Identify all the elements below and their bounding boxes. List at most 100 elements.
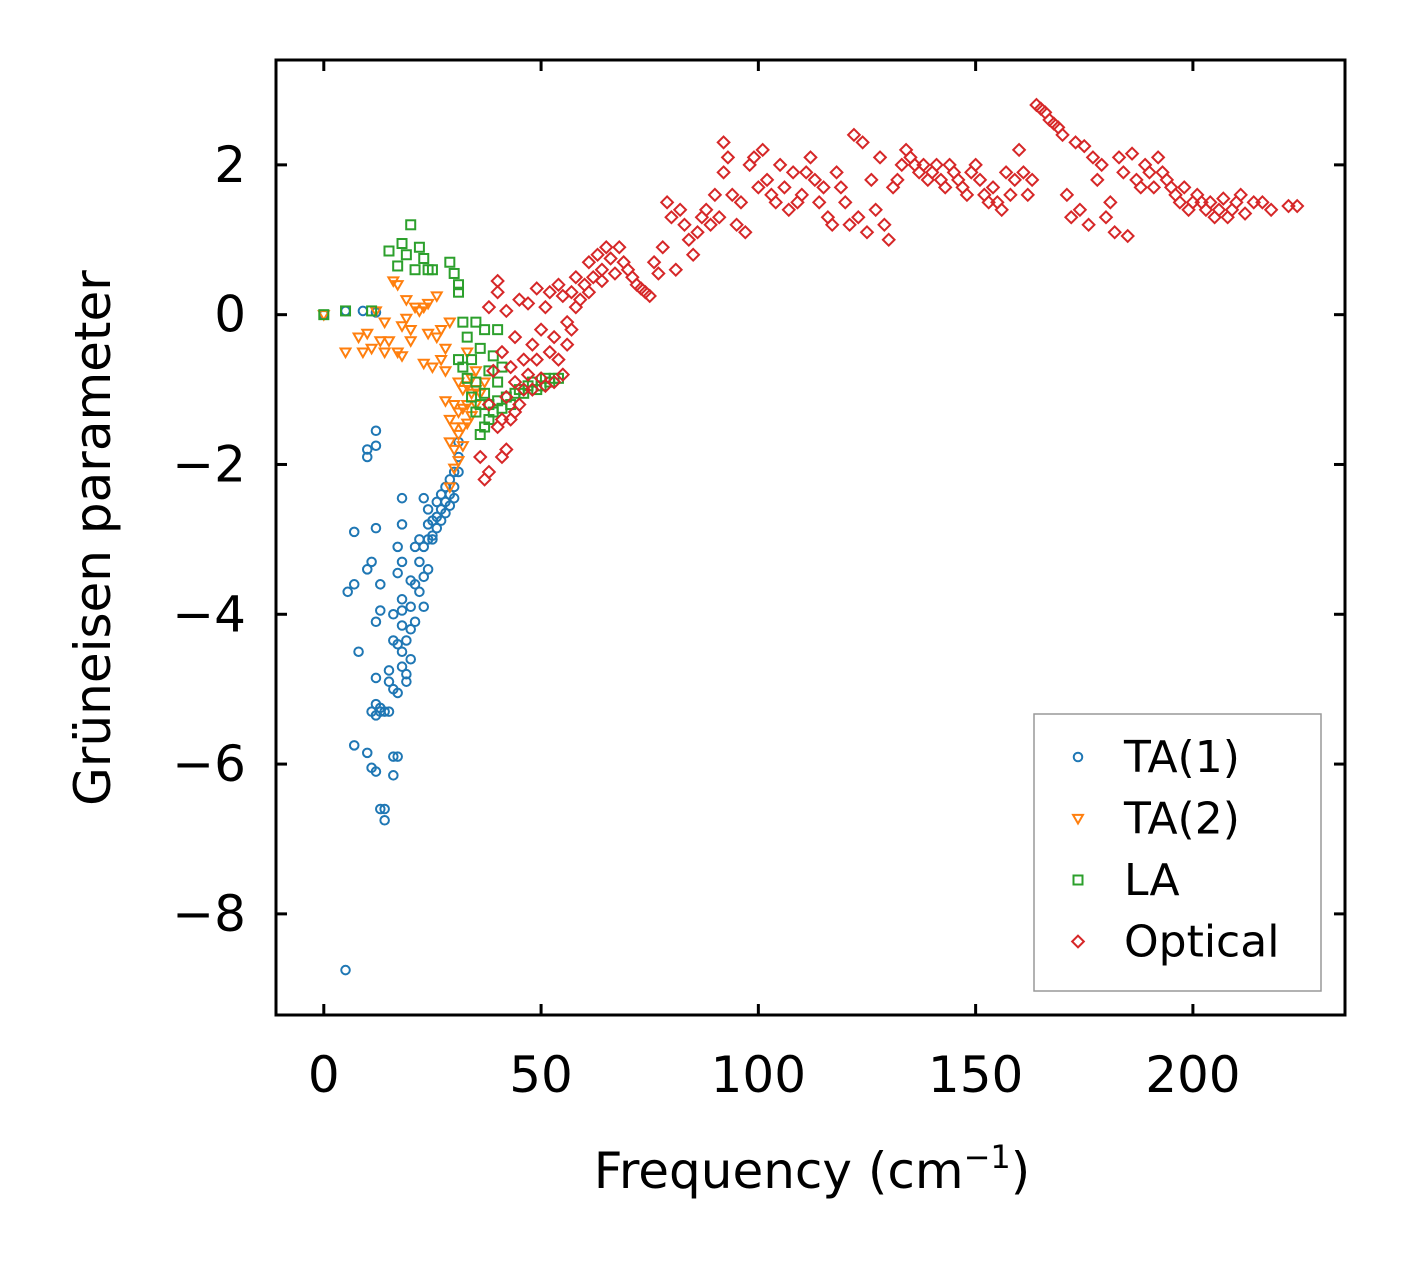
point-optical — [1255, 195, 1270, 210]
point-ta-1 — [409, 579, 421, 590]
point-ta-2 — [395, 321, 409, 333]
point-optical — [568, 269, 584, 285]
point-optical — [1063, 210, 1079, 225]
point-optical — [572, 292, 588, 307]
point-la — [492, 376, 504, 388]
point-ta-2 — [434, 325, 448, 337]
point-ta-1 — [418, 601, 430, 613]
point-ta-1 — [375, 579, 386, 590]
point-optical — [1155, 165, 1170, 180]
point-optical — [1211, 202, 1227, 218]
point-optical — [594, 273, 610, 289]
point-ta-1 — [340, 305, 351, 317]
point-la — [466, 391, 478, 403]
point-optical — [1198, 202, 1214, 218]
point-optical — [985, 180, 1001, 195]
point-ta-2 — [464, 388, 479, 401]
point-optical — [1124, 146, 1140, 161]
point-ta-2 — [364, 343, 379, 356]
point-optical — [685, 247, 701, 263]
point-ta-1 — [396, 519, 408, 530]
point-ta-1 — [370, 616, 382, 628]
point-optical — [859, 225, 875, 240]
point-optical — [481, 397, 497, 412]
point-optical — [564, 322, 579, 337]
point-ta-1 — [422, 504, 434, 515]
point-ta-2 — [456, 441, 470, 453]
point-optical — [1189, 187, 1205, 203]
point-optical — [916, 157, 931, 173]
point-optical — [772, 157, 788, 173]
point-ta-2 — [338, 347, 353, 360]
point-optical — [499, 303, 514, 319]
point-ta-1 — [409, 616, 421, 628]
point-la — [505, 399, 517, 411]
point-optical — [898, 142, 914, 158]
point-optical — [811, 195, 827, 210]
point-optical — [1085, 150, 1101, 165]
point-optical — [494, 449, 510, 465]
point-ta-1 — [379, 803, 390, 815]
point-ta-2 — [434, 355, 448, 367]
point-optical — [994, 202, 1009, 218]
point-optical — [751, 180, 766, 195]
point-ta-1 — [370, 522, 382, 534]
point-ta-2 — [399, 313, 414, 326]
point-optical — [890, 172, 905, 188]
point-optical — [1263, 202, 1279, 218]
point-ta-1 — [405, 601, 416, 613]
point-ta-2 — [373, 336, 387, 348]
point-ta-1 — [348, 526, 360, 538]
point-la — [409, 264, 421, 276]
point-optical — [794, 187, 810, 203]
point-optical — [955, 180, 970, 195]
point-optical — [803, 150, 818, 165]
x-tick-label: 150 — [928, 1046, 1023, 1104]
point-ta-1 — [396, 646, 408, 658]
point-optical — [581, 254, 597, 270]
point-optical — [581, 284, 597, 300]
point-optical — [820, 210, 836, 225]
point-optical — [668, 262, 684, 277]
point-optical — [877, 217, 892, 233]
point-optical — [1216, 191, 1231, 206]
y-tick-label: −4 — [172, 585, 246, 643]
point-la — [444, 256, 456, 268]
axis-ticks: 0 50 100 150 200 2 0 −2 −4 −6 −8 — [172, 60, 1345, 1104]
y-axis-label: Grüneisen parameter — [64, 270, 122, 806]
point-optical — [972, 172, 988, 188]
point-la — [457, 361, 469, 373]
point-ta-1 — [418, 571, 430, 583]
point-optical — [790, 195, 805, 210]
point-optical — [546, 329, 562, 345]
point-optical — [824, 217, 840, 233]
point-optical — [486, 363, 501, 379]
point-optical — [716, 165, 731, 180]
point-optical — [924, 165, 940, 180]
point-ta-1 — [379, 814, 390, 826]
point-optical — [520, 367, 536, 382]
point-ta-1 — [370, 672, 382, 684]
point-optical — [538, 299, 553, 315]
point-optical — [1072, 202, 1088, 218]
point-optical — [1237, 206, 1253, 221]
point-optical — [1181, 202, 1196, 218]
point-ta-2 — [460, 347, 474, 360]
point-optical — [816, 180, 831, 195]
point-optical — [742, 157, 757, 173]
point-optical — [512, 292, 527, 307]
point-optical — [738, 225, 753, 240]
point-ta-1 — [366, 556, 377, 568]
point-ta-2 — [421, 328, 435, 341]
point-optical — [559, 314, 575, 330]
point-optical — [946, 165, 962, 180]
point-optical — [1137, 157, 1153, 173]
point-ta-2 — [382, 336, 396, 348]
point-ta-1 — [401, 668, 412, 680]
point-ta-2 — [390, 280, 405, 292]
point-ta-1 — [353, 646, 364, 658]
point-ta-1 — [361, 564, 373, 575]
point-optical — [1077, 138, 1092, 154]
point-optical — [964, 165, 979, 180]
